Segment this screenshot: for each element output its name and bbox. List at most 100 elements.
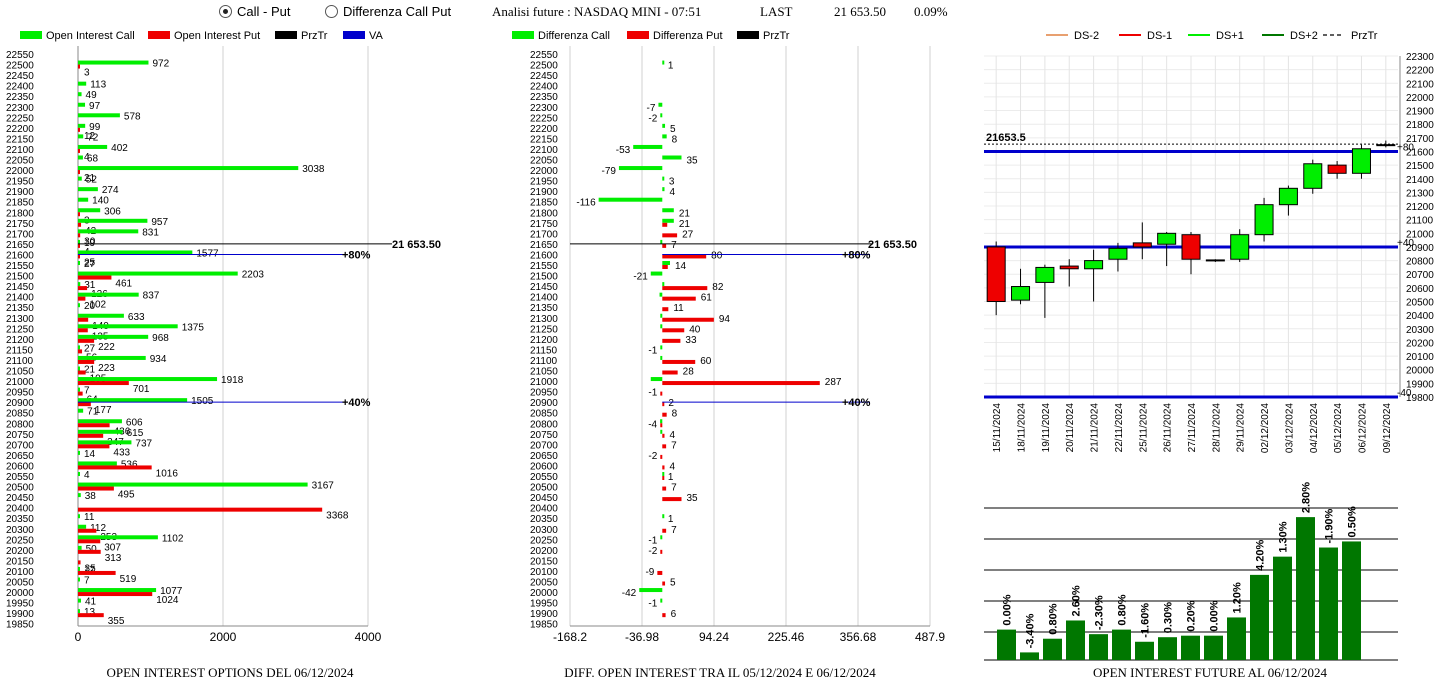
call-diff-bar [650, 271, 663, 276]
top-header: Call - Put Differenza Call Put Analisi f… [0, 0, 1438, 26]
y-tick-label: 21050 [6, 367, 34, 378]
diff-value-label: 14 [675, 261, 687, 272]
x-date-label: 19/11/2024 [1041, 403, 1052, 453]
y-tick-label: 20900 [1406, 243, 1434, 254]
call-value-label: 68 [87, 154, 99, 165]
y-tick-label: 20950 [6, 388, 34, 399]
legend-label: DS-2 [1074, 30, 1099, 42]
y-tick-label: 20650 [530, 451, 558, 462]
y-tick-label: 21600 [1406, 147, 1434, 158]
put-bar [78, 212, 80, 217]
x-date-label: 28/11/2024 [1211, 403, 1222, 453]
oi-future-label: 0.30% [1163, 602, 1175, 633]
y-tick-label: 21900 [1406, 107, 1434, 118]
y-tick-label: 21550 [530, 261, 558, 272]
y-tick-label: 21300 [530, 314, 558, 325]
put-diff-bar [662, 486, 667, 491]
call-bar [78, 461, 117, 466]
candle-body [1108, 247, 1128, 260]
call-value-label: 831 [142, 227, 159, 238]
diff-value-label: 5 [670, 124, 676, 135]
y-tick-label: 21400 [530, 293, 558, 304]
call-diff-bar [662, 218, 674, 223]
y-tick-label: 20550 [530, 472, 558, 483]
y-tick-label: 20300 [1406, 325, 1434, 336]
call-diff-bar [660, 313, 663, 318]
put-bar [78, 338, 95, 343]
put-value-label: 433 [113, 447, 130, 458]
call-bar [78, 366, 80, 371]
y-tick-label: 21750 [530, 219, 558, 230]
oi-future-bar [1089, 634, 1108, 660]
candle-body [1205, 259, 1225, 262]
put-bar [78, 370, 86, 375]
call-value-label: 934 [150, 354, 167, 365]
y-tick-label: 20500 [6, 483, 34, 494]
radio-differenza[interactable]: Differenza Call Put [325, 4, 451, 19]
call-diff-bar [660, 355, 663, 360]
diff-value-label: 3 [669, 177, 675, 188]
x-tick-label: 487.9 [915, 630, 945, 644]
y-tick-label: 21850 [6, 198, 34, 209]
put-value-label: 177 [95, 405, 112, 416]
y-tick-label: 21200 [530, 335, 558, 346]
y-tick-label: 19900 [530, 609, 558, 620]
call-bar [78, 566, 80, 571]
y-tick-label: 20000 [530, 588, 558, 599]
y-tick-label: 20150 [6, 556, 34, 567]
put-bar [78, 328, 88, 333]
call-bar [78, 345, 80, 350]
put-bar [78, 64, 80, 69]
y-tick-label: 20450 [530, 493, 558, 504]
call-bar [78, 261, 80, 265]
y-tick-label: 20950 [530, 388, 558, 399]
call-bar [78, 398, 188, 403]
y-tick-label: 20000 [1406, 366, 1434, 377]
y-tick-label: 19850 [6, 620, 34, 631]
legend-label: Differenza Put [653, 30, 723, 42]
y-tick-label: 20800 [1406, 257, 1434, 268]
call-bar [78, 102, 86, 107]
y-tick-label: 21300 [1406, 188, 1434, 199]
y-tick-label: 21400 [6, 293, 34, 304]
put-diff-bar [662, 497, 682, 502]
legend-label: DS-1 [1147, 30, 1172, 42]
oi-future-label: -1.60% [1140, 603, 1152, 638]
y-tick-label: 21550 [6, 261, 34, 272]
y-tick-label: 22100 [1406, 79, 1434, 90]
call-value-label: 7 [84, 386, 90, 397]
y-tick-label: 21200 [6, 335, 34, 346]
call-bar [78, 250, 193, 255]
put-bar [78, 243, 80, 248]
diff-value-label: 2 [668, 398, 674, 409]
call-bar [78, 429, 123, 434]
call-bar [78, 535, 158, 540]
put-bar [78, 528, 97, 533]
oi-future-bar [1250, 574, 1269, 660]
put-diff-bar [662, 613, 666, 618]
call-value-label: 274 [102, 185, 119, 196]
call-value-label: 4 [84, 470, 90, 481]
diff-value-label: 80 [711, 250, 723, 261]
y-tick-label: 20500 [530, 483, 558, 494]
oi-future-bar [1273, 556, 1292, 660]
y-tick-label: 21250 [530, 324, 558, 335]
candle-body [1157, 232, 1177, 245]
legend-swatch [627, 31, 649, 39]
y-tick-label: 21250 [6, 324, 34, 335]
call-bar [78, 355, 146, 360]
call-diff-bar [618, 166, 663, 171]
put-diff-bar [662, 528, 667, 533]
oi-future-bar [997, 629, 1016, 660]
y-tick-label: 20750 [6, 430, 34, 441]
call-bar [78, 472, 80, 476]
legend-swatch [148, 31, 170, 39]
call-bar [78, 271, 238, 276]
y-tick-label: 20400 [530, 504, 558, 515]
call-value-label: 3167 [312, 481, 335, 492]
diff-value-label: 7 [671, 240, 677, 251]
diff-value-label: -4 [648, 419, 657, 430]
y-tick-label: 21700 [1406, 134, 1434, 145]
y-tick-label: 21850 [530, 198, 558, 209]
radio-call-put[interactable]: Call - Put [219, 4, 290, 19]
